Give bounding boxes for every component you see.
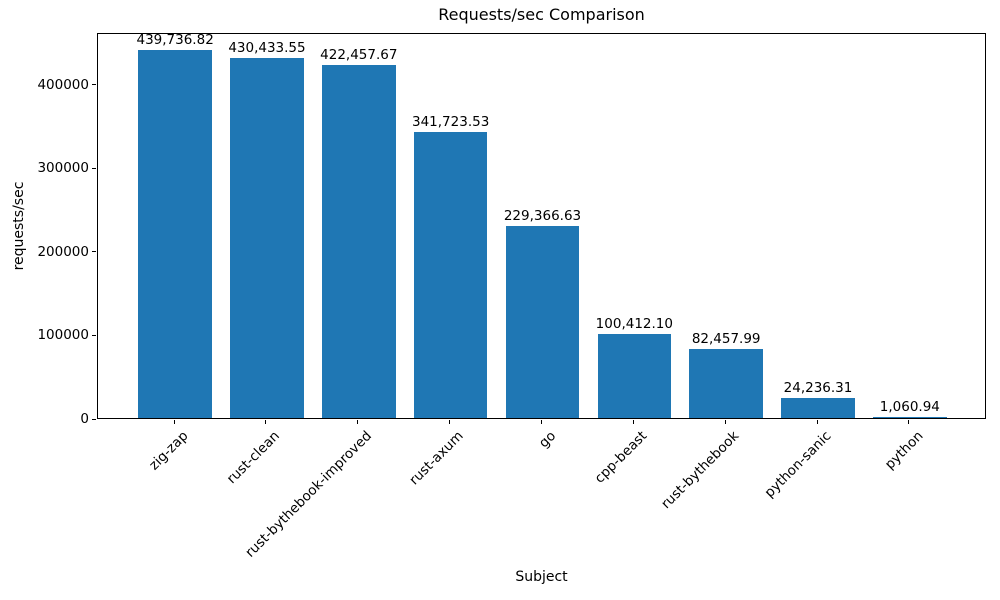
x-tick-label-rust-clean: rust-clean xyxy=(224,428,284,488)
x-tick-mark xyxy=(632,420,634,424)
bar-rust-bythebook-improved xyxy=(322,64,396,418)
bar-value-label: 24,236.31 xyxy=(783,379,853,396)
bar-value-label: 422,457.67 xyxy=(320,46,398,63)
x-tick-label-python: python xyxy=(881,428,927,473)
bar-cpp-beast xyxy=(597,334,672,418)
x-tick-label-go: go xyxy=(535,428,559,452)
y-tick-label: 200000 xyxy=(37,243,89,260)
y-tick-mark xyxy=(92,84,96,86)
y-tick-mark xyxy=(92,334,96,336)
x-tick-mark xyxy=(173,420,175,424)
x-axis-label: Subject xyxy=(515,569,568,585)
chart-title: Requests/sec Comparison xyxy=(438,5,645,24)
bar-value-label: 82,457.99 xyxy=(691,331,761,348)
x-tick-label-cpp-beast: cpp-beast xyxy=(592,428,651,487)
bar-go xyxy=(505,226,580,418)
y-tick-mark xyxy=(92,167,96,169)
y-tick-label: 400000 xyxy=(37,76,89,93)
y-axis-label: requests/sec xyxy=(11,181,27,271)
bar-value-label: 1,060.94 xyxy=(879,398,940,415)
plot-area: 439,736.82 430,433.55 422,457.67 341,723.53… xyxy=(97,32,986,419)
y-tick-mark xyxy=(92,418,96,420)
x-tick-label-rust-axum: rust-axum xyxy=(406,428,467,489)
x-tick-mark xyxy=(357,420,359,424)
x-tick-mark xyxy=(449,420,451,424)
x-tick-mark xyxy=(908,420,910,424)
bar-value-label: 341,723.53 xyxy=(412,114,490,131)
x-tick-label-rust-bythebook: rust-bythebook xyxy=(658,428,743,513)
y-tick-label: 0 xyxy=(80,411,89,427)
x-tick-label-python-sanic: python-sanic xyxy=(761,428,835,501)
x-tick-mark xyxy=(724,420,726,424)
y-tick-label: 300000 xyxy=(37,160,89,177)
bar-value-label: 439,736.82 xyxy=(136,32,214,49)
y-tick-label: 100000 xyxy=(37,327,89,344)
bar-python-sanic xyxy=(781,397,855,418)
x-tick-label-zig-zap: zig-zap xyxy=(146,428,192,474)
x-tick-mark xyxy=(541,420,542,424)
bar-value-label: 100,412.10 xyxy=(595,316,673,333)
y-tick-mark xyxy=(92,251,96,253)
bar-rust-clean xyxy=(230,58,304,418)
bar-rust-axum xyxy=(413,132,488,418)
bar-rust-bythebook xyxy=(689,349,763,418)
bar-zig-zap xyxy=(138,50,212,418)
bar-python xyxy=(873,416,947,418)
x-tick-mark xyxy=(816,420,818,424)
x-tick-mark xyxy=(265,420,267,424)
bar-value-label: 229,366.63 xyxy=(503,208,582,225)
bar-value-label: 430,433.55 xyxy=(228,40,306,57)
